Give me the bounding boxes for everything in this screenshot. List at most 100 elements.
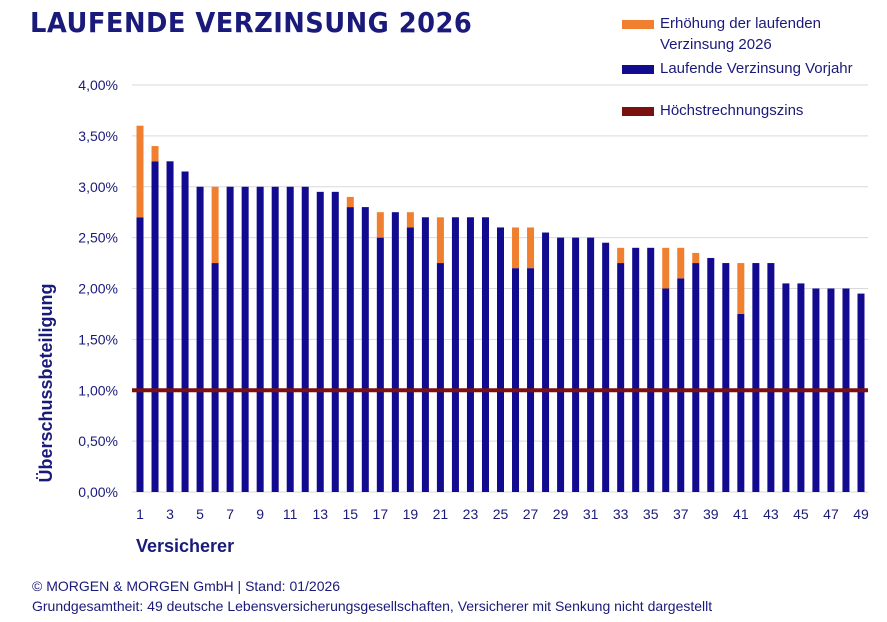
legend-swatch-max-rate [622,107,654,116]
x-tick-label: 41 [733,506,749,522]
bar-previous [617,263,625,492]
x-tick-label: 27 [523,506,539,522]
bar-previous [707,257,715,492]
bar-previous [286,186,294,492]
x-tick-label: 5 [196,506,204,522]
x-tick-label: 7 [226,506,234,522]
chart-title: LAUFENDE VERZINSUNG 2026 [30,6,473,39]
y-tick-label: 3,50% [78,128,118,144]
bar-previous [136,217,144,492]
bar-increase [136,125,144,218]
bar-previous [151,161,159,492]
bar-previous [722,263,730,492]
bar-previous [602,242,610,492]
bar-previous [767,263,775,492]
legend-label-max-rate: Höchstrechnungszins [660,102,804,119]
y-tick-label: 3,00% [78,179,118,195]
x-tick-label: 1 [136,506,144,522]
bar-increase [346,196,354,208]
bar-previous [331,191,339,492]
bar-previous [497,227,504,492]
x-tick-label: 19 [403,506,419,522]
bar-previous [542,232,550,492]
x-tick-label: 45 [793,506,809,522]
footer-note: Grundgesamtheit: 49 deutsche Lebensversi… [32,598,713,614]
x-tick-label: 17 [373,506,389,522]
bar-previous [632,247,640,492]
y-tick-label: 1,00% [78,382,118,398]
x-axis-title: Versicherer [136,536,234,556]
legend-swatch-increase [622,20,654,29]
bar-increase [406,212,414,228]
y-tick-label: 0,00% [78,484,118,500]
bar-previous [346,207,354,492]
bar-previous [391,212,399,492]
y-tick-label: 2,50% [78,230,118,246]
bar-increase [662,247,670,289]
x-tick-label: 11 [283,506,298,522]
x-tick-label: 23 [463,506,479,522]
bar-previous [166,161,174,492]
bar-previous [196,186,204,492]
x-tick-label: 29 [553,506,569,522]
bar-previous [557,237,565,492]
x-tick-label: 9 [256,506,264,522]
x-tick-label: 49 [853,506,869,522]
x-tick-label: 47 [823,506,839,522]
bar-previous [512,268,520,492]
bar-previous [466,217,474,492]
bar-previous [436,263,444,492]
bar-increase [737,263,745,314]
x-tick-label: 33 [613,506,629,522]
bar-increase [436,217,444,264]
x-tick-label: 15 [343,506,359,522]
bar-previous [737,313,745,492]
bar-previous [647,247,655,492]
bar-increase [211,186,219,264]
bar-previous [376,237,384,492]
footer-copyright: © MORGEN & MORGEN GmbH | Stand: 01/2026 [32,578,341,594]
bar-previous [301,186,309,492]
legend-swatch-previous [622,65,654,74]
y-tick-label: 0,50% [78,433,118,449]
bar-previous [797,283,805,492]
bar-previous [256,186,264,492]
x-tick-label: 21 [433,506,449,522]
bar-previous [752,263,760,492]
legend-label-increase-1: Erhöhung der laufenden [660,15,821,32]
bar-previous [857,293,865,492]
y-tick-label: 1,50% [78,331,118,347]
bar-previous [572,237,580,492]
x-tick-label: 31 [583,506,599,522]
bar-previous [271,186,279,492]
x-tick-label: 37 [673,506,689,522]
bar-increase [527,227,535,269]
bar-previous [527,268,535,492]
bar-previous [481,217,489,492]
bar-previous [181,171,189,493]
bar-previous [241,186,249,492]
bar-previous [316,191,324,492]
bar-previous [451,217,459,492]
bar-increase [617,247,625,264]
x-tick-label: 43 [763,506,779,522]
bar-previous [226,186,234,492]
legend-label-previous: Laufende Verzinsung Vorjahr [660,60,853,77]
bar-previous [421,217,429,492]
bar-increase [512,227,520,269]
bar-previous [211,263,219,492]
y-tick-label: 2,00% [78,281,118,297]
x-tick-label: 39 [703,506,719,522]
x-tick-label: 25 [493,506,509,522]
y-axis-title: Überschussbeteiligung [36,283,56,482]
bar-previous [587,237,595,492]
legend-label-increase-2: Verzinsung 2026 [660,36,772,53]
x-tick-label: 13 [312,506,328,522]
bar-previous [782,283,790,492]
bar-previous [406,227,414,492]
bar-previous [692,263,700,492]
bar-increase [692,252,700,264]
bar-increase [376,212,384,238]
